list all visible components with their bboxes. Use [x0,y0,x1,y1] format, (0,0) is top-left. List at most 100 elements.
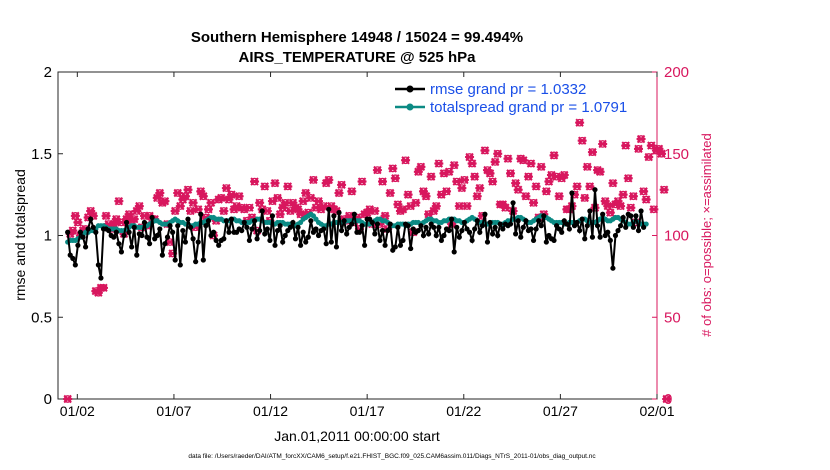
obs-assimilated-marker [403,190,413,199]
rmse-point [287,224,293,230]
rmse-point [594,223,601,229]
obs-assimilated-marker [511,178,521,188]
obs-assimilated-marker [521,192,531,201]
obs-assimilated-marker [506,169,516,178]
rmse-point [308,218,314,224]
rmse-point [305,234,311,240]
obs-assimilated-marker [221,183,231,193]
rmse-point [538,223,544,229]
obs-assimilated-marker [582,162,592,172]
rmse-point [198,211,204,217]
rmse-point [617,223,624,229]
obs-assimilated-marker [357,177,367,186]
obs-assimilated-marker [605,208,615,217]
obs-assimilated-marker [595,167,605,176]
rmse-point [292,236,299,242]
rmse-point [290,219,296,226]
rmse-line [66,189,645,279]
rmse-point [425,231,432,237]
rmse-point [433,232,439,239]
obs-assimilated-marker [98,283,108,293]
obs-assimilated-marker [244,203,254,212]
obs-assimilated-marker [598,139,608,149]
rmse-point [489,231,496,237]
rmse-point [477,229,483,235]
rmse-point [338,227,345,234]
y-tick-label-right: 50 [664,309,681,326]
rmse-point [507,221,514,227]
rmse-point [131,224,137,230]
obs-assimilated-marker [662,394,672,404]
x-axis-label: Jan.01,2011 00:00:00 start [274,428,440,444]
x-tick-label: 01/07 [156,403,191,419]
rmse-point [195,239,201,245]
y-tick-label-right: 200 [664,64,689,81]
rmse-point [239,227,245,234]
rmse-point [500,226,506,232]
y-tick-label-right: 150 [664,146,689,163]
rmse-point [121,232,127,239]
obs-assimilated-marker [513,185,523,194]
rmse-point [459,227,465,234]
rmse-point [331,213,337,219]
rmse-point [244,224,250,230]
rmse-point [70,255,76,261]
obs-assimilated-marker [500,203,510,212]
obs-assimilated-marker [206,198,216,208]
rmse-point [520,224,526,230]
obs-assimilated-marker [575,118,585,127]
x-tick-label: 01/02 [60,403,95,419]
chart-subtitle: AIRS_TEMPERATURE @ 525 hPa [239,49,477,66]
rmse-point [93,229,99,235]
rmse-point [264,226,270,232]
obs-assimilated-marker [416,162,426,172]
rmse-point [267,237,273,244]
y-tick-label-right: 100 [664,228,689,245]
rmse-point [341,218,347,224]
obs-assimilated-marker [426,172,436,181]
obs-assimilated-marker [541,187,551,196]
rmse-point [559,229,565,235]
rmse-point [607,237,613,244]
rmse-point [472,226,478,232]
obs-assimilated-marker [70,211,80,221]
rmse-point [221,236,227,242]
rmse-point [405,223,411,229]
rmse-point [582,236,588,242]
obs-assimilated-marker [580,193,590,203]
obs-assimilated-marker [459,175,469,185]
x-tick-label: 01/17 [350,403,385,419]
rmse-point [369,219,375,226]
obs-assimilated-marker [608,178,618,188]
obs-assimilated-marker [73,218,83,227]
obs-assimilated-marker [490,157,500,167]
rmse-point [630,224,636,230]
rmse-point [149,214,155,221]
rmse-point [451,249,457,255]
rmse-point [569,190,575,196]
obs-assimilated-marker [337,180,347,190]
rmse-point [400,237,406,244]
rmse-point [226,229,232,235]
obs-assimilated-marker [101,211,111,221]
obs-assimilated-marker [623,174,633,183]
obs-assimilated-marker [114,196,124,206]
rmse-point [466,229,473,235]
obs-assimilated-marker [183,185,193,194]
rmse-point [408,245,414,252]
rmse-point [159,252,165,258]
rmse-point [280,239,286,245]
rmse-point [615,227,621,234]
obs-assimilated-marker [390,174,400,183]
rmse-point [272,242,278,248]
rmse-point [223,218,229,224]
rmse-point [205,218,212,224]
rmse-point [300,229,306,235]
rmse-point [469,237,475,244]
obs-assimilated-marker [155,188,165,198]
legend-label-spread: totalspread grand pr = 1.0791 [430,99,627,116]
rmse-point [592,187,598,193]
legend-marker-spread [406,103,414,111]
obs-assimilated-marker [273,193,283,203]
